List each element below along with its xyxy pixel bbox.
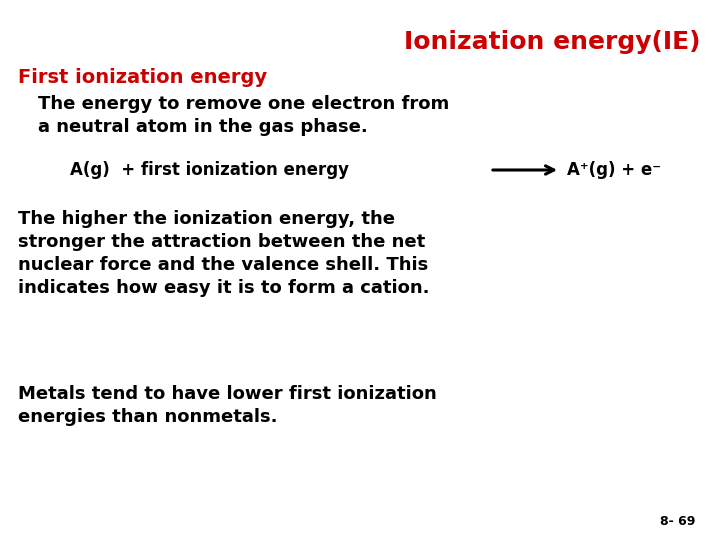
Text: Ionization energy(IE): Ionization energy(IE) [403, 30, 700, 54]
Text: A⁺(g) + e⁻: A⁺(g) + e⁻ [567, 161, 661, 179]
Text: A(g)  + first ionization energy: A(g) + first ionization energy [70, 161, 349, 179]
Text: The higher the ionization energy, the
stronger the attraction between the net
nu: The higher the ionization energy, the st… [18, 210, 430, 296]
Text: Metals tend to have lower first ionization
energies than nonmetals.: Metals tend to have lower first ionizati… [18, 385, 437, 426]
Text: 8- 69: 8- 69 [660, 515, 695, 528]
Text: The energy to remove one electron from
a neutral atom in the gas phase.: The energy to remove one electron from a… [38, 95, 449, 136]
Text: First ionization energy: First ionization energy [18, 68, 267, 87]
